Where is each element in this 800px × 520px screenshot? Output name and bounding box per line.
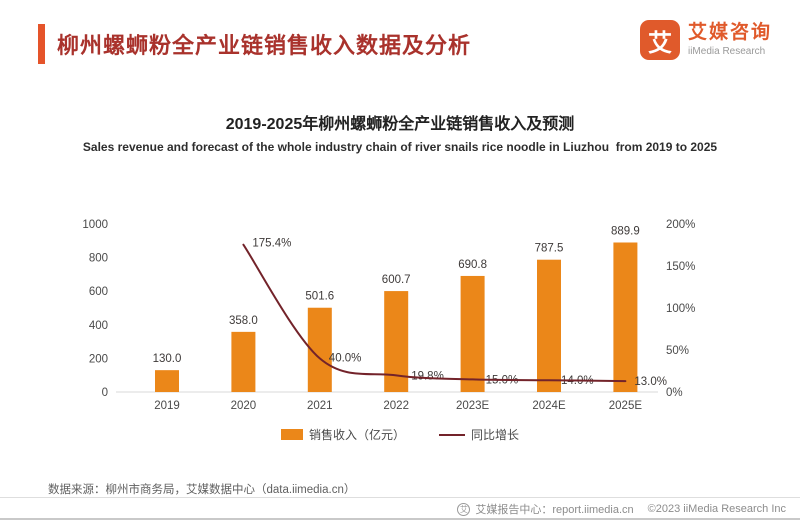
right-axis-tick: 100% (666, 303, 695, 315)
left-axis-tick: 0 (102, 387, 108, 399)
logo-text: 艾媒咨询 iiMedia Research (687, 22, 772, 57)
left-axis-tick: 1000 (82, 219, 108, 231)
right-axis-tick: 150% (666, 261, 695, 273)
revenue-bar (460, 275, 485, 392)
revenue-bar (613, 242, 638, 392)
x-axis-label: 2019 (154, 400, 180, 412)
revenue-bar (537, 259, 561, 392)
bar-value-label: 889.9 (611, 225, 640, 237)
iimedia-globe-icon: 艾 (457, 502, 471, 516)
legend-item-growth: 同比增长 (439, 426, 519, 443)
footer-copyright: ©2023 iiMedia Research Inc (647, 503, 786, 515)
page-title: 柳州螺蛳粉全产业链销售收入数据及分析 (57, 33, 472, 58)
x-axis-label: 2022 (383, 400, 409, 412)
legend-item-revenue: 销售收入（亿元） (280, 426, 405, 443)
growth-value-label: 175.4% (252, 238, 291, 250)
x-axis-label: 2023E (456, 400, 490, 412)
x-axis-label: 2025E (609, 400, 643, 412)
left-axis-tick: 200 (89, 353, 108, 365)
bar-value-label: 358.0 (229, 315, 258, 327)
growth-value-label: 40.0% (329, 352, 362, 364)
left-axis-tick: 600 (89, 286, 108, 298)
legend-bar-label: 销售收入（亿元） (308, 428, 405, 442)
revenue-bar (155, 370, 179, 392)
growth-line (242, 243, 627, 383)
growth-value-label: 13.0% (634, 376, 667, 388)
bar-value-label: 501.6 (305, 291, 334, 303)
bar-value-label: 787.5 (535, 243, 564, 255)
header-accent-bar (38, 24, 45, 64)
revenue-bar (231, 331, 256, 392)
x-axis-label: 2021 (307, 400, 333, 412)
chart-title: 2019-2025年柳州螺蛳粉全产业链销售收入及预测 (225, 116, 575, 133)
logo-name-en: iiMedia Research (687, 45, 766, 57)
line-series-swatch-icon (439, 433, 465, 436)
data-source-note: 数据来源：柳州市商务局，艾媒数据中心（data.iimedia.cn） (48, 484, 356, 496)
footer-bar: 艾 艾媒报告中心：report.iimedia.cn ©2023 iiMedia… (0, 497, 800, 518)
iimedia-logo-icon: 艾 (639, 20, 680, 60)
left-axis-tick: 400 (89, 320, 108, 332)
right-axis-tick: 0% (666, 387, 683, 399)
logo-name-cn: 艾媒咨询 (687, 22, 772, 44)
legend-line-label: 同比增长 (471, 428, 520, 442)
bar-value-label: 690.8 (458, 259, 487, 271)
revenue-growth-chart: 0 200 400 600 800 1000 0% 50% 100% 150% 200% 130.0 3… (82, 219, 695, 412)
growth-value-label: 19.8% (411, 370, 444, 382)
x-axis-label: 2024E (532, 400, 566, 412)
bar-value-label: 600.7 (382, 274, 411, 286)
iimedia-logo: 艾 艾媒咨询 iiMedia Research (639, 20, 772, 60)
footer-report-link: 艾媒报告中心：report.iimedia.cn (475, 504, 634, 516)
x-axis-label: 2020 (231, 400, 257, 412)
right-axis-tick: 200% (666, 219, 695, 231)
left-axis-tick: 800 (89, 253, 108, 265)
bar-series-swatch-icon (280, 429, 303, 440)
footer-report-center: 艾 艾媒报告中心：report.iimedia.cn (457, 501, 634, 517)
chart-subtitle: Sales revenue and forecast of the whole … (82, 140, 718, 154)
bar-value-label: 130.0 (153, 353, 182, 365)
right-axis-tick: 50% (666, 345, 689, 357)
chart-legend: 销售收入（亿元） 同比增长 (0, 426, 800, 443)
